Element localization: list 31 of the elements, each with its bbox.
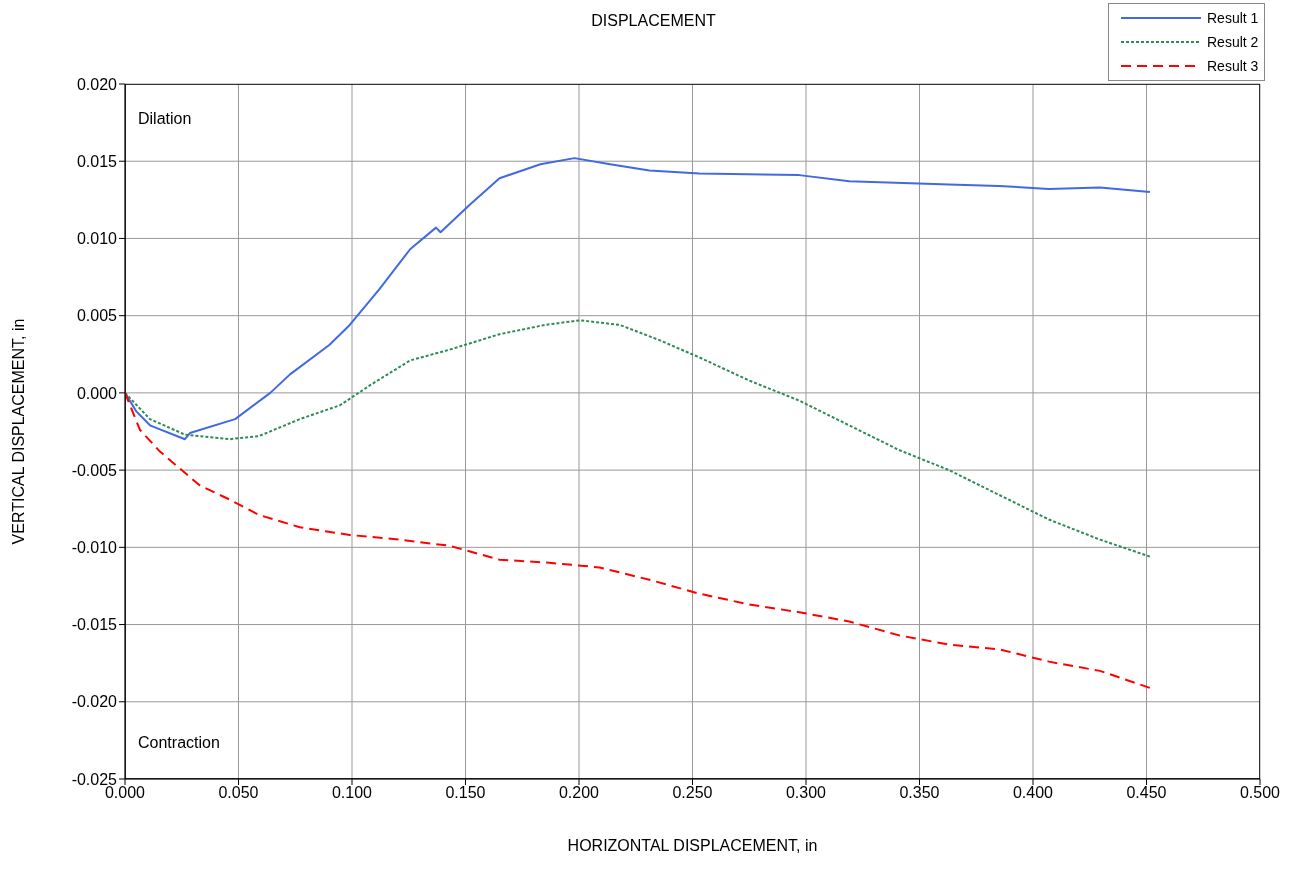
- text: Result 1: [1207, 10, 1259, 26]
- line-series: [125, 157, 1151, 441]
- y-tick-label: 0.005: [76, 307, 118, 325]
- y-tick-label: -0.005: [71, 461, 118, 479]
- x-tick-label: 0.500: [1239, 784, 1281, 802]
- annotation: Dilation: [138, 110, 192, 128]
- text: Result 2: [1207, 34, 1259, 50]
- y-tick-label: -0.020: [71, 693, 118, 711]
- y-tick-label: 0.020: [76, 75, 118, 93]
- x-tick-label: 0.400: [1012, 784, 1054, 802]
- line-series: [125, 319, 1151, 558]
- y-axis-title: VERTICAL DISPLACEMENT, in: [9, 318, 27, 545]
- y-tick-label: -0.015: [71, 616, 118, 634]
- x-tick-label: 0.250: [672, 784, 713, 802]
- x-tick-label: 0.200: [558, 784, 600, 802]
- x-tick-label: 0.000: [104, 784, 146, 802]
- x-axis-title: HORIZONTAL DISPLACEMENT, in: [567, 837, 818, 854]
- x-tick-label: 0.450: [1126, 784, 1167, 802]
- x-tick-label: 0.350: [899, 784, 940, 802]
- chart-title: DISPLACEMENT: [591, 12, 716, 29]
- x-tick-label: 0.050: [218, 784, 259, 802]
- y-tick-label: -0.010: [71, 539, 118, 557]
- annotation: Contraction: [138, 734, 220, 752]
- y-tick-label: 0.015: [76, 152, 118, 170]
- line-series: [125, 391, 1151, 689]
- x-tick-label: 0.300: [785, 784, 827, 802]
- y-tick-label: 0.000: [76, 384, 118, 402]
- text: Result 3: [1207, 58, 1259, 74]
- x-tick-label: 0.100: [331, 784, 373, 802]
- x-tick-label: 0.150: [445, 784, 486, 802]
- y-tick-label: 0.010: [76, 230, 118, 248]
